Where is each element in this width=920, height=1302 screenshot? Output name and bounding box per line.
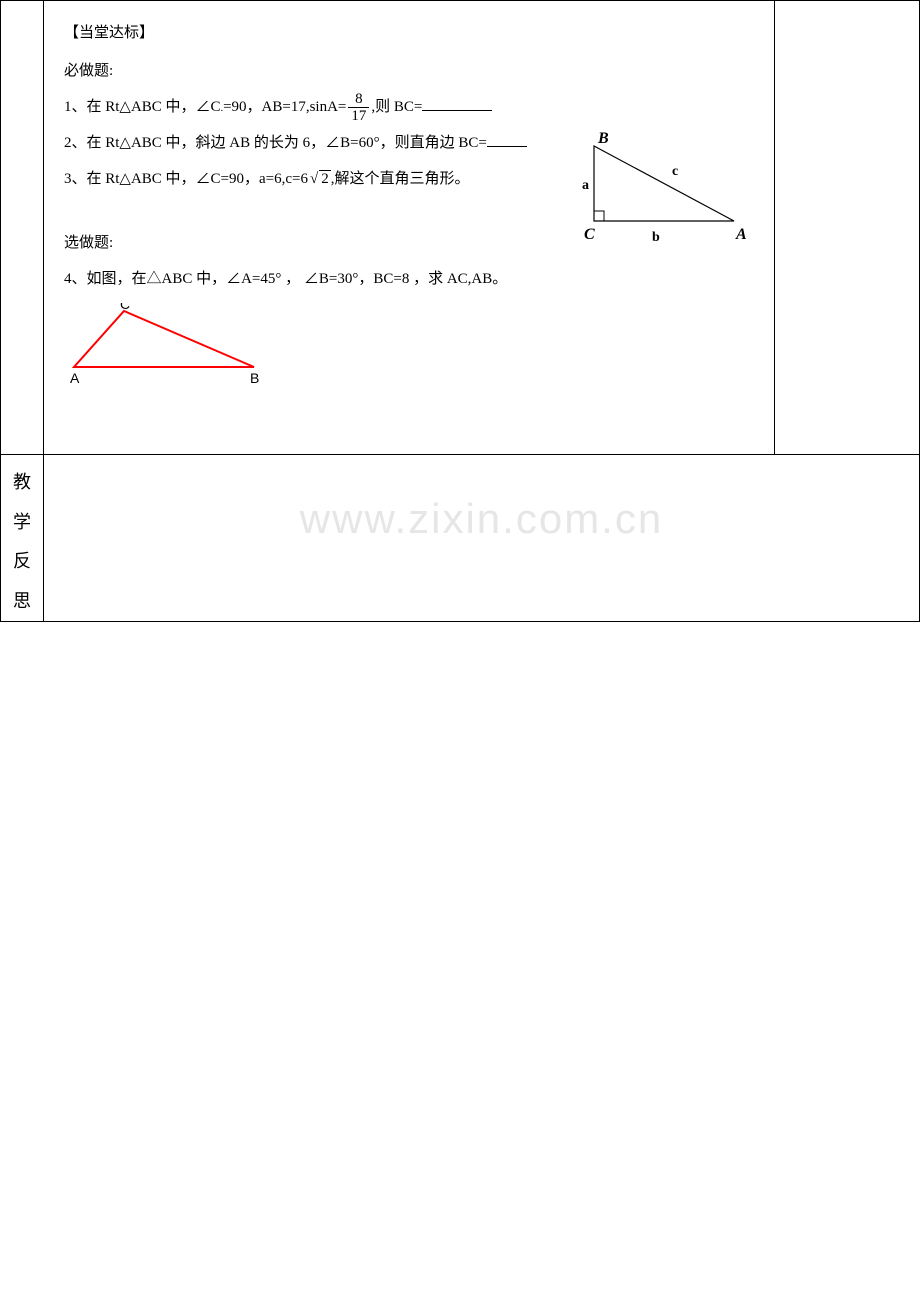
main-content: 【当堂达标】 必做题: 1、在 Rt△ABC 中，∠C.=90，AB=17,si… [44,1,774,397]
required-label: 必做题: [64,53,754,89]
section-title: 【当堂达标】 [64,15,754,51]
right-gutter-top [775,1,920,455]
reflect-label-cell: 教 学 反 思 [1,455,44,622]
question-1: 1、在 Rt△ABC 中，∠C.=90，AB=17,sinA=817,则 BC= [64,89,754,125]
red-vertex-C: C [120,303,130,312]
side-c: c [672,164,678,179]
q2-blank [487,132,527,147]
side-a: a [582,178,589,193]
vertex-C: C [584,226,595,243]
q3-pre: 3、在 Rt△ABC 中，∠C=90，a=6,c= [64,171,301,187]
reflect-char-2: 反 [13,551,31,571]
q1-blank [422,96,492,111]
q1-post: ,则 BC= [371,99,422,115]
right-angle-mark [594,211,604,221]
frac-den: 17 [348,108,369,125]
q3-radicand: 2 [319,170,331,187]
vertex-A: A [735,226,747,243]
red-triangle-figure: A B C [64,303,274,383]
q3-coef: 6 [301,171,309,187]
layout-table: 【当堂达标】 必做题: 1、在 Rt△ABC 中，∠C.=90，AB=17,si… [0,0,920,622]
triangle-shape [594,146,734,221]
vertex-B: B [597,131,609,147]
side-b: b [652,230,660,245]
red-triangle-svg: A B C [64,303,274,387]
reflect-char-0: 教 [13,472,31,492]
q2-text: 2、在 Rt△ABC 中，斜边 AB 的长为 6，∠B=60°，则直角边 BC= [64,135,487,151]
reflect-label: 教 学 反 思 [1,455,43,621]
q1-pre: 1、在 Rt△ABC 中，∠C [64,99,221,115]
frac-num: 8 [348,91,369,109]
q1-mid: =90，AB=17,sinA= [223,99,346,115]
watermark: www.zixin.com.cn [44,495,919,543]
reflect-content-cell: www.zixin.com.cn [44,455,920,622]
red-triangle-shape [74,311,254,367]
main-content-cell: 【当堂达标】 必做题: 1、在 Rt△ABC 中，∠C.=90，AB=17,si… [44,1,775,455]
q3-sqrt: √2 [308,161,331,197]
reflect-char-1: 学 [13,512,31,532]
right-triangle-svg: B C A a b c [574,131,754,251]
left-gutter-top [1,1,44,455]
q1-fraction: 817 [348,91,369,125]
question-4: 4、如图，在△ABC 中，∠A=45° ， ∠B=30°，BC=8 ，求 AC,… [64,261,754,297]
red-vertex-B: B [250,370,259,386]
right-triangle-figure: B C A a b c [574,131,754,251]
red-vertex-A: A [70,370,80,386]
page: 【当堂达标】 必做题: 1、在 Rt△ABC 中，∠C.=90，AB=17,si… [0,0,920,622]
q3-post: ,解这个直角三角形。 [331,171,470,187]
reflect-char-3: 思 [13,591,31,611]
